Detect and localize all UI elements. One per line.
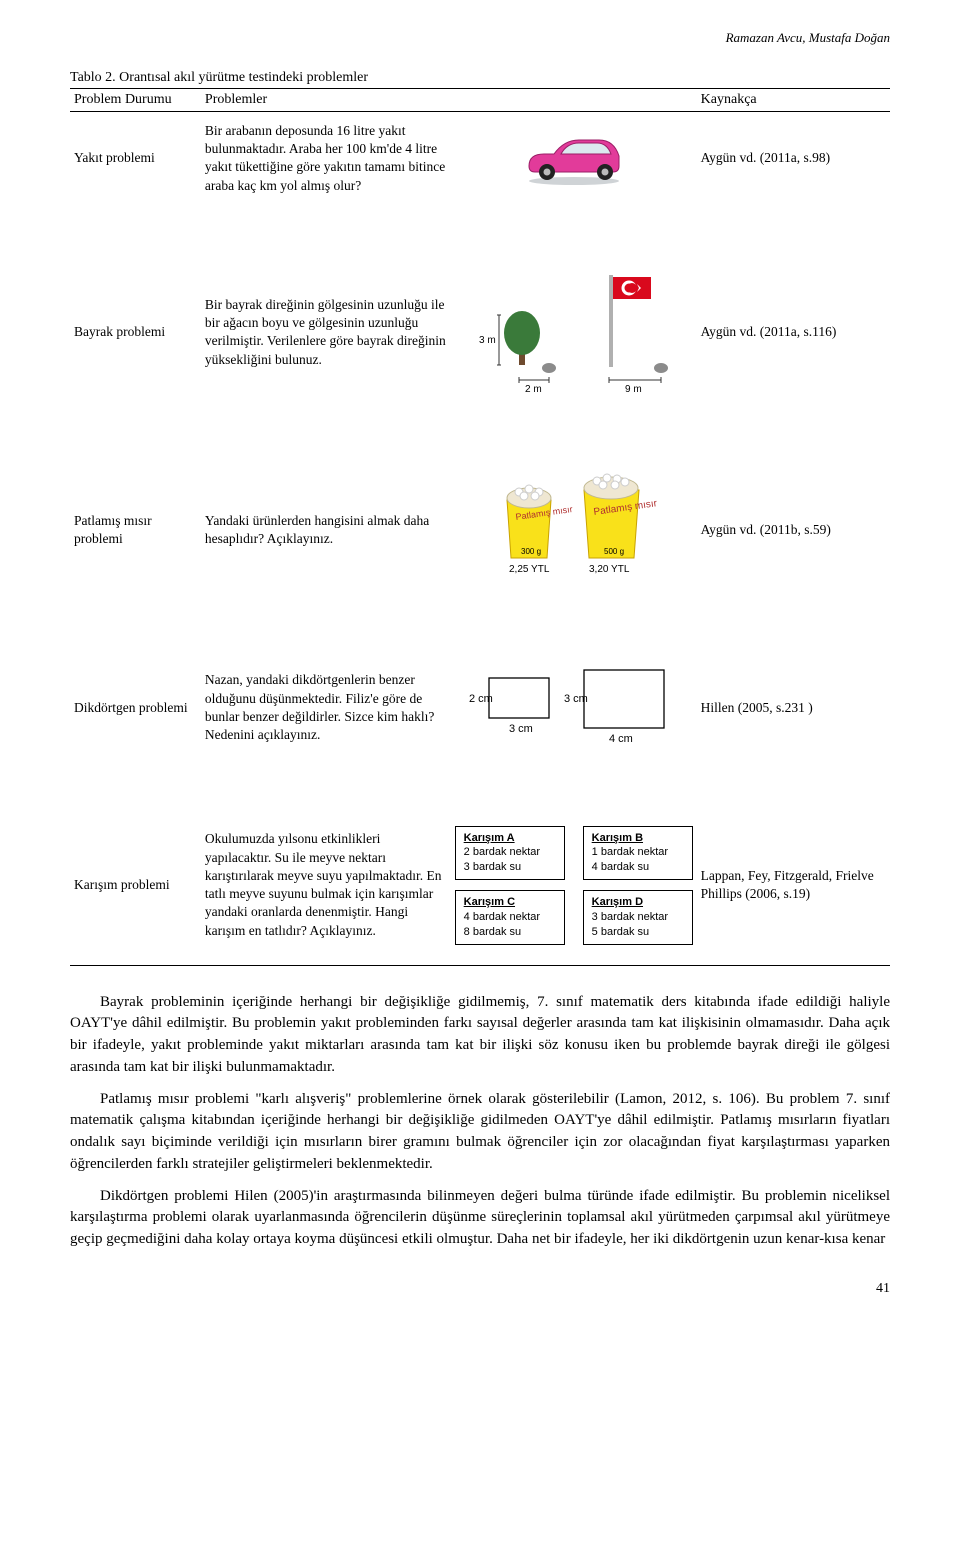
mix-c-2: 8 bardak su <box>464 925 556 940</box>
page-number: 41 <box>70 1281 890 1297</box>
cell-problem: Nazan, yandaki dikdörtgenlerin benzer ol… <box>201 650 451 815</box>
table-problems: Problem Durumu Problemler Kaynakça Yakıt… <box>70 88 890 966</box>
mix-c-title: Karışım C <box>464 895 556 910</box>
mix-d-title: Karışım D <box>592 895 684 910</box>
rectangles-icon: 2 cm 3 cm 3 cm 4 cm <box>469 660 679 755</box>
label-a-w: 3 cm <box>509 723 533 735</box>
flag-icon: 3 m 2 m <box>479 265 669 400</box>
label-tree-h: 3 m <box>479 335 496 346</box>
label-b-h: 3 cm <box>564 693 588 705</box>
mix-b-2: 4 bardak su <box>592 860 684 875</box>
label-tree-s: 2 m <box>525 384 542 395</box>
table-row: Dikdörtgen problemi Nazan, yandaki dikdö… <box>70 650 890 815</box>
mix-d-1: 3 bardak nektar <box>592 910 684 925</box>
popcorn-icon: Patlamış mısır 300 g 2,25 YTL Patlamış m… <box>489 470 659 590</box>
cell-situation: Yakıt problemi <box>70 112 201 255</box>
table-caption: Tablo 2. Orantısal akıl yürütme testinde… <box>70 70 890 86</box>
label-g1: 300 g <box>521 547 541 556</box>
cell-figure <box>451 112 697 255</box>
cell-problem: Yandaki ürünlerden hangisini almak daha … <box>201 460 451 650</box>
cell-situation: Dikdörtgen problemi <box>70 650 201 815</box>
cell-source: Hillen (2005, s.231 ) <box>697 650 890 815</box>
cell-source: Aygün vd. (2011a, s.98) <box>697 112 890 255</box>
cell-figure: Karışım A 2 bardak nektar 3 bardak su Ka… <box>451 816 697 966</box>
cell-source: Aygün vd. (2011a, s.116) <box>697 255 890 460</box>
mix-a-1: 2 bardak nektar <box>464 845 556 860</box>
mix-a-2: 3 bardak su <box>464 860 556 875</box>
cell-problem: Bir arabanın deposunda 16 litre yakıt bu… <box>201 112 451 255</box>
mix-d-2: 5 bardak su <box>592 925 684 940</box>
mix-c-1: 4 bardak nektar <box>464 910 556 925</box>
table-row: Patlamış mısır problemi Yandaki ürünlerd… <box>70 460 890 650</box>
mix-b-title: Karışım B <box>592 831 684 846</box>
table-row: Bayrak problemi Bir bayrak direğinin göl… <box>70 255 890 460</box>
cell-problem: Okulumuzda yılsonu etkinlikleri yapılaca… <box>201 816 451 966</box>
th-figure <box>451 89 697 112</box>
cell-figure: Patlamış mısır 300 g 2,25 YTL Patlamış m… <box>451 460 697 650</box>
mix-a-title: Karışım A <box>464 831 556 846</box>
label-p1: 2,25 YTL <box>509 564 550 575</box>
cell-figure: 2 cm 3 cm 3 cm 4 cm <box>451 650 697 815</box>
paragraph: Bayrak probleminin içeriğinde herhangi b… <box>70 992 890 1079</box>
label-g2: 500 g <box>604 547 624 556</box>
car-icon <box>519 126 629 191</box>
mix-b-1: 1 bardak nektar <box>592 845 684 860</box>
paragraph: Dikdörtgen problemi Hilen (2005)'in araş… <box>70 1186 890 1251</box>
running-head: Ramazan Avcu, Mustafa Doğan <box>70 30 890 46</box>
cell-situation: Patlamış mısır problemi <box>70 460 201 650</box>
paragraph: Patlamış mısır problemi "karlı alışveriş… <box>70 1089 890 1176</box>
label-a-h: 2 cm <box>469 693 493 705</box>
table-row: Karışım problemi Okulumuzda yılsonu etki… <box>70 816 890 966</box>
label-p2: 3,20 YTL <box>589 564 630 575</box>
cell-figure: 3 m 2 m <box>451 255 697 460</box>
cell-situation: Bayrak problemi <box>70 255 201 460</box>
cell-situation: Karışım problemi <box>70 816 201 966</box>
cell-source: Aygün vd. (2011b, s.59) <box>697 460 890 650</box>
label-gap: 9 m <box>625 384 642 395</box>
mixture-icon: Karışım A 2 bardak nektar 3 bardak su Ka… <box>455 826 693 945</box>
th-problem: Problemler <box>201 89 451 112</box>
cell-source: Lappan, Fey, Fitzgerald, Frielve Phillip… <box>697 816 890 966</box>
cell-problem: Bir bayrak direğinin gölgesinin uzunluğu… <box>201 255 451 460</box>
th-situation: Problem Durumu <box>70 89 201 112</box>
label-b-w: 4 cm <box>609 733 633 745</box>
body-text: Bayrak probleminin içeriğinde herhangi b… <box>70 992 890 1251</box>
table-row: Yakıt problemi Bir arabanın deposunda 16… <box>70 112 890 255</box>
th-source: Kaynakça <box>697 89 890 112</box>
